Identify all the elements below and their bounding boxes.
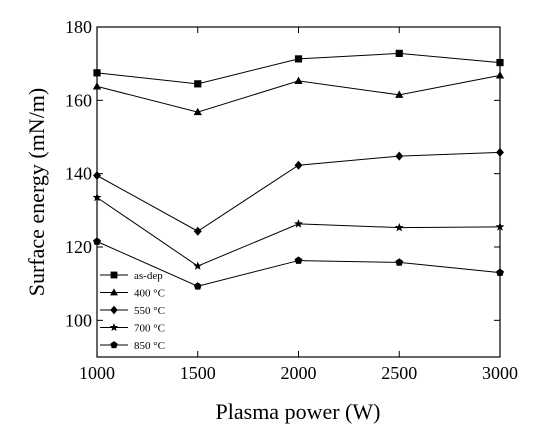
legend-label: 400 °C — [134, 288, 165, 300]
data-point — [93, 171, 101, 180]
legend-label: 850 °C — [134, 340, 165, 352]
series-line — [96, 197, 501, 267]
legend-marker — [110, 341, 118, 349]
data-point — [395, 258, 404, 266]
axis-ticks: 1000 1500 2000 2500 3000 100 120 140 160 180 — [65, 17, 518, 383]
y-tick-label: 120 — [65, 237, 92, 257]
data-point — [193, 261, 203, 270]
data-point — [294, 160, 303, 170]
legend: as-dep 400 °C 550 °C 700 °C 850 °C — [100, 270, 165, 352]
legend-marker — [110, 305, 118, 315]
y-axis-title: Surface energy (mN/m) — [24, 88, 49, 297]
data-point — [495, 222, 505, 231]
x-tick-label: 3000 — [482, 363, 518, 383]
data-point — [93, 237, 101, 245]
legend-marker — [109, 323, 119, 332]
data-point — [92, 192, 102, 202]
data-point — [193, 107, 202, 116]
data-point — [193, 282, 202, 290]
data-point — [496, 58, 504, 67]
x-axis-title: Plasma power (W) — [216, 399, 381, 424]
y-tick-label: 180 — [65, 17, 92, 37]
data-point — [92, 82, 102, 90]
data-point — [496, 268, 504, 277]
legend-marker — [110, 271, 118, 279]
data-point — [395, 49, 403, 57]
x-tick-label: 2000 — [281, 363, 317, 383]
legend-marker — [110, 288, 118, 296]
data-point — [395, 151, 404, 161]
legend-label: as-dep — [134, 270, 163, 282]
data-point — [194, 80, 202, 88]
data-point — [394, 222, 404, 232]
series-markers — [92, 49, 505, 290]
data-point — [294, 55, 303, 63]
legend-label: 550 °C — [134, 305, 165, 317]
data-point — [294, 76, 303, 84]
x-tick-label: 1500 — [180, 363, 216, 383]
y-tick-label: 100 — [65, 310, 92, 330]
data-point — [395, 90, 404, 98]
data-point — [93, 69, 101, 77]
series-lines — [96, 52, 501, 287]
legend-label: 700 °C — [134, 323, 165, 335]
data-point — [496, 147, 504, 157]
y-tick-label: 160 — [65, 90, 92, 110]
x-tick-label: 1000 — [79, 363, 115, 383]
data-point — [495, 71, 505, 79]
data-point — [294, 256, 303, 264]
data-point — [294, 219, 303, 228]
y-tick-label: 140 — [65, 164, 92, 184]
x-tick-label: 2500 — [381, 363, 417, 383]
data-point — [193, 226, 202, 236]
